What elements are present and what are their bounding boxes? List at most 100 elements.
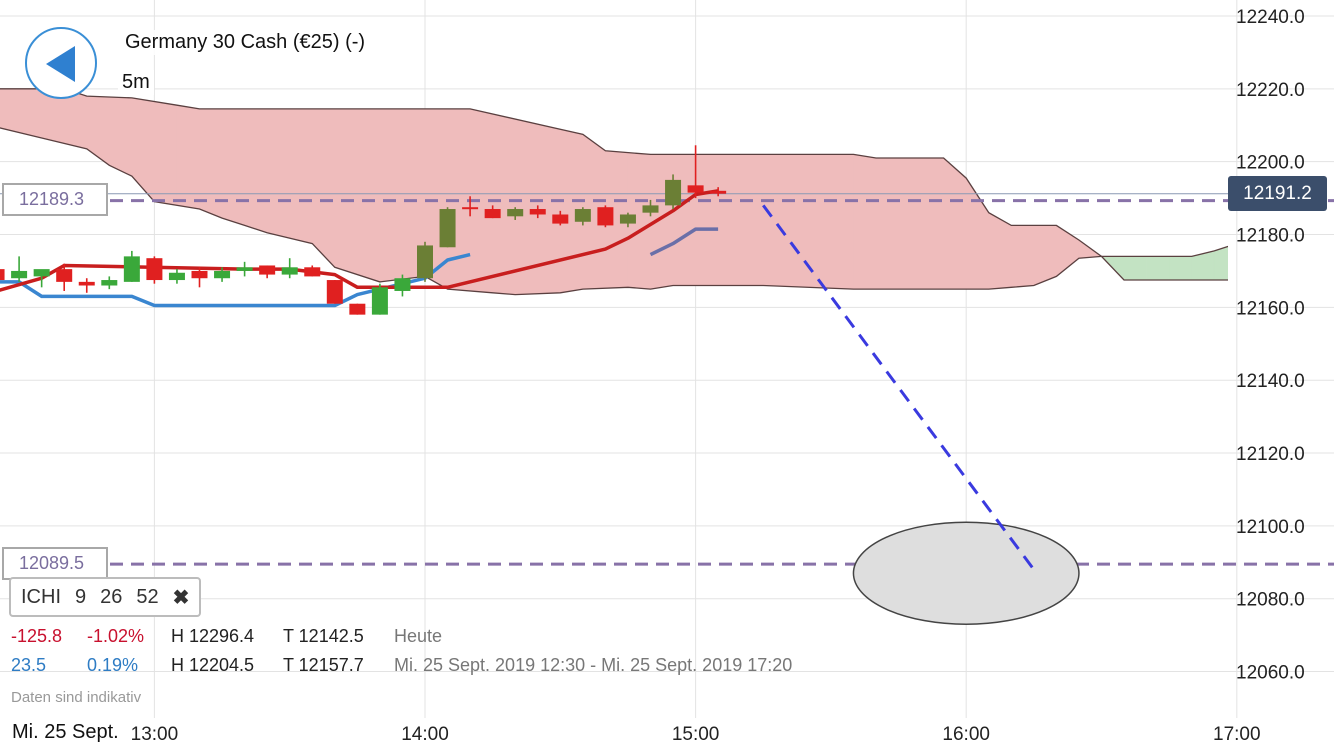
cloud-segment xyxy=(1033,225,1057,286)
candle-body xyxy=(78,281,95,286)
y-tick-label: 12140.0 xyxy=(1236,371,1305,392)
candle-body xyxy=(665,179,682,206)
lower-level-price-box[interactable]: 12089.5 xyxy=(2,547,108,580)
cloud-segment xyxy=(1123,256,1147,281)
x-tick-label: 15:00 xyxy=(672,724,720,745)
cloud-segment xyxy=(0,88,20,133)
timeframe-label[interactable]: 5m xyxy=(118,70,154,95)
cloud-segment xyxy=(18,88,42,139)
cloud-segment xyxy=(334,108,381,283)
candle-body xyxy=(326,280,343,304)
back-button[interactable] xyxy=(25,27,97,99)
cloud-segment xyxy=(221,108,245,226)
candle-body xyxy=(642,205,659,213)
y-tick-label: 12080.0 xyxy=(1236,590,1305,611)
range-label: Mi. 25 Sept. 2019 12:30 - Mi. 25 Sept. 2… xyxy=(394,655,793,675)
candle-body xyxy=(371,287,388,315)
candle-body xyxy=(214,270,231,279)
candle-body xyxy=(574,209,591,222)
candle-body xyxy=(619,214,636,224)
y-tick-label: 12160.0 xyxy=(1236,298,1305,319)
range-low: T 12157.7 xyxy=(283,655,364,675)
upper-level-price-box[interactable]: 12189.3 xyxy=(2,183,108,216)
candle-body xyxy=(349,303,366,315)
candle-body xyxy=(529,209,546,215)
candle-body xyxy=(462,207,479,210)
cloud-segment xyxy=(1010,225,1035,288)
back-arrow-icon xyxy=(46,46,75,82)
y-tick-label: 12100.0 xyxy=(1236,517,1305,538)
candle-body xyxy=(597,207,614,226)
x-tick-label: 17:00 xyxy=(1213,724,1261,745)
senkou-span-a-line xyxy=(0,127,1228,296)
cloud-segment xyxy=(109,96,133,177)
y-tick-label: 12240.0 xyxy=(1236,7,1305,28)
candle-body xyxy=(168,272,185,281)
kijun-sen-line-late xyxy=(649,227,719,257)
y-tick-label: 12220.0 xyxy=(1236,80,1305,101)
instrument-title: Germany 30 Cash (€25) (-) xyxy=(122,30,369,55)
cloud-segment xyxy=(875,157,944,290)
indicator-param-senkou: 52 xyxy=(136,585,159,608)
current-price-tag: 12191.2 xyxy=(1228,176,1327,211)
cloud-segment xyxy=(1168,256,1192,281)
indicator-name: ICHI xyxy=(21,585,61,608)
candle-body xyxy=(281,267,298,275)
candle-body xyxy=(101,280,118,286)
kijun-sen-line xyxy=(0,252,471,308)
candle-body xyxy=(33,269,50,277)
candle-body xyxy=(11,270,28,279)
cloud-segment xyxy=(266,108,313,245)
cloud-segment xyxy=(86,95,110,166)
cloud-segment xyxy=(943,157,967,290)
today-low: T 12142.5 xyxy=(283,626,364,646)
x-tick-label: 16:00 xyxy=(942,724,990,745)
cloud-segment xyxy=(695,154,764,286)
candle-body xyxy=(191,270,208,279)
range-change-pct: 0.19% xyxy=(87,655,139,675)
candle-body xyxy=(417,245,433,279)
x-tick-label: 14:00 xyxy=(401,724,449,745)
y-tick-label: 12200.0 xyxy=(1236,153,1305,174)
cloud-segment xyxy=(131,97,155,203)
x-tick-label: 13:00 xyxy=(131,724,179,745)
cloud-segment xyxy=(492,113,516,295)
candle-body xyxy=(484,209,501,219)
candle-body xyxy=(56,269,73,282)
today-change: -125.8 xyxy=(11,626,63,646)
range-change: 23.5 xyxy=(11,655,47,675)
y-tick-label: 12060.0 xyxy=(1236,663,1305,684)
candle-body xyxy=(710,190,727,194)
cloud-segment xyxy=(244,108,268,234)
candle-body xyxy=(146,258,163,281)
cloud-segment xyxy=(672,154,696,286)
indicator-param-kijun: 26 xyxy=(100,585,123,608)
today-label: Heute xyxy=(394,626,443,646)
today-high: H 12296.4 xyxy=(171,626,255,646)
cloud-segment xyxy=(1213,246,1228,281)
candle-body xyxy=(123,256,140,282)
candle-body xyxy=(236,267,253,271)
y-tick-label: 12180.0 xyxy=(1236,226,1305,247)
candle-body xyxy=(0,269,5,281)
candle-body xyxy=(304,267,321,277)
projection-trend-line xyxy=(762,204,1036,571)
close-icon[interactable]: ✖ xyxy=(172,586,190,609)
indicative-data-note: Daten sind indikativ xyxy=(11,689,142,706)
candle-body xyxy=(259,265,276,275)
cloud-segment xyxy=(1146,256,1170,281)
candle-body xyxy=(439,209,456,248)
indicator-param-tenkan: 9 xyxy=(75,585,87,608)
candle-body xyxy=(687,185,704,193)
cloud-segment xyxy=(762,154,854,290)
current-date-label: Mi. 25 Sept. xyxy=(0,719,131,748)
range-high: H 12204.5 xyxy=(171,655,255,675)
ichimoku-indicator-chip[interactable]: ICHI 9 26 52 ✖ xyxy=(9,577,202,617)
candle-body xyxy=(552,214,569,224)
today-change-pct: -1.02% xyxy=(87,626,145,646)
candle-body xyxy=(507,209,524,217)
cloud-segment xyxy=(154,101,178,206)
y-tick-label: 12120.0 xyxy=(1236,444,1305,465)
target-zone-ellipse xyxy=(852,521,1080,625)
